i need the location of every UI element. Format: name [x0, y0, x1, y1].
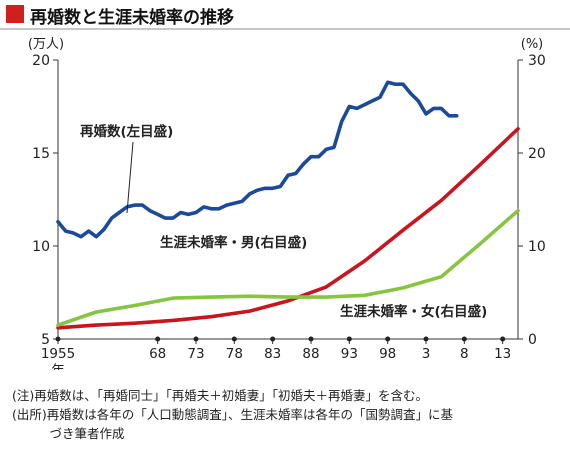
left-tick-label: 5 — [41, 332, 50, 348]
x-tick-dot — [155, 336, 161, 342]
x-tick-label: 68 — [149, 346, 166, 362]
right-axis-unit: (%) — [521, 37, 544, 52]
title-divider — [0, 28, 570, 30]
title-bar: 再婚数と生涯未婚率の推移 — [0, 0, 570, 30]
right-tick-label: 30 — [528, 53, 546, 69]
x-tick-label: 83 — [264, 346, 281, 362]
series-label-0: 再婚数(左目盛) — [80, 123, 173, 140]
x-tick-label: 73 — [187, 346, 204, 362]
right-tick-label: 10 — [528, 239, 546, 255]
x-tick-dot — [461, 336, 467, 342]
left-tick-label: 10 — [32, 239, 50, 255]
note-line-1: (注)再婚数は、「再婚同士」「再婚夫＋初婚妻」「初婚夫＋再婚妻」を含む。 — [12, 388, 429, 403]
right-tick-label: 20 — [528, 146, 546, 162]
x-tick-dot — [423, 336, 429, 342]
x-tick-label: 8 — [460, 346, 469, 362]
series-label-1: 生涯未婚率・男(右目盛) — [160, 234, 307, 251]
right-tick-label: 0 — [528, 332, 537, 348]
x-tick-label: 98 — [379, 346, 396, 362]
series-label-leader — [126, 141, 134, 214]
x-tick-label: 88 — [302, 346, 319, 362]
series-label-2: 生涯未婚率・女(右目盛) — [340, 303, 487, 320]
x-tick-label: 93 — [341, 346, 358, 362]
title-marker — [6, 5, 24, 23]
x-tick-label: 13 — [494, 346, 511, 362]
note-line-2: (出所)再婚数は各年の「人口動態調査」、生涯未婚率は各年の「国勢調査」に基 — [12, 407, 454, 422]
x-axis-year-label: 年 — [51, 363, 65, 370]
x-tick-label: 78 — [226, 346, 243, 362]
x-tick-dot — [270, 336, 276, 342]
x-tick-dot — [500, 336, 506, 342]
series-line-2 — [56, 208, 520, 327]
left-axis-unit: (万人) — [28, 37, 64, 52]
series-line-1 — [56, 127, 520, 330]
line-chart: 5 10 15 20 0 10 20 30 (万人) (%) 1955 68 73 78 83 88 93 98 3… — [28, 37, 546, 370]
x-tick-dot — [346, 336, 352, 342]
x-tick-dot — [55, 336, 61, 342]
left-tick-label: 15 — [32, 146, 50, 162]
x-tick-label: 1955 — [41, 346, 75, 362]
series-line-0 — [56, 80, 459, 239]
x-tick-dot — [308, 336, 314, 342]
chart-title: 再婚数と生涯未婚率の推移 — [30, 8, 234, 28]
note-line-3: づき筆者作成 — [12, 426, 125, 441]
x-tick-label: 3 — [422, 346, 431, 362]
x-tick-dot — [193, 336, 199, 342]
x-tick-dot — [231, 336, 237, 342]
left-tick-label: 20 — [32, 53, 50, 69]
x-tick-dot — [385, 336, 391, 342]
